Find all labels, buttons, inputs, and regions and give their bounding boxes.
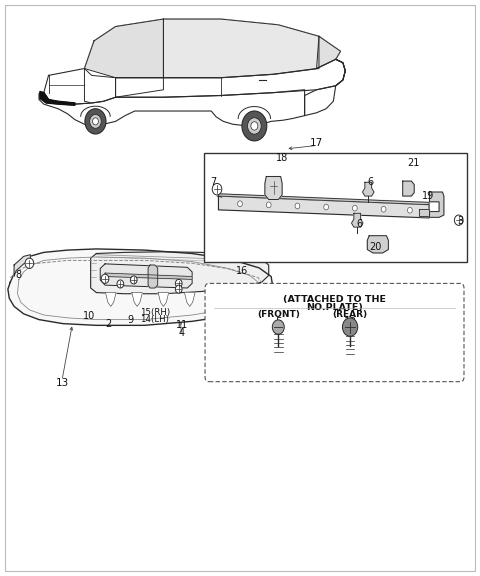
Circle shape (25, 258, 34, 268)
Polygon shape (105, 273, 192, 279)
FancyBboxPatch shape (204, 153, 468, 262)
Circle shape (324, 204, 328, 210)
Polygon shape (8, 249, 273, 325)
Circle shape (242, 111, 267, 141)
Circle shape (342, 318, 358, 336)
Text: 16: 16 (236, 266, 248, 276)
Circle shape (272, 320, 284, 334)
Circle shape (90, 115, 101, 128)
Polygon shape (84, 19, 340, 78)
Text: 4: 4 (179, 328, 185, 338)
Text: NO.PLATE): NO.PLATE) (306, 303, 363, 312)
Polygon shape (218, 196, 429, 218)
Text: 7: 7 (210, 177, 216, 187)
Circle shape (251, 122, 258, 130)
Text: 2: 2 (105, 319, 111, 329)
Circle shape (131, 276, 137, 284)
Circle shape (175, 279, 182, 287)
Polygon shape (163, 19, 319, 78)
Text: 13: 13 (55, 378, 69, 388)
Polygon shape (305, 59, 345, 116)
Polygon shape (84, 19, 163, 78)
Text: 17: 17 (310, 138, 323, 148)
Circle shape (295, 203, 300, 209)
Text: 11: 11 (176, 320, 188, 330)
Circle shape (93, 118, 98, 125)
Circle shape (101, 274, 109, 283)
Text: 9: 9 (128, 314, 134, 325)
Polygon shape (44, 69, 116, 104)
Text: 14(LH): 14(LH) (140, 315, 169, 324)
Text: 6: 6 (356, 219, 362, 229)
Circle shape (381, 206, 386, 212)
Polygon shape (14, 255, 30, 276)
Polygon shape (148, 265, 157, 288)
Polygon shape (362, 182, 374, 196)
Text: (ATTACHED TO THE: (ATTACHED TO THE (283, 295, 386, 305)
Text: 3: 3 (457, 217, 463, 226)
Circle shape (238, 201, 242, 207)
Circle shape (212, 183, 222, 195)
Polygon shape (367, 236, 388, 253)
Polygon shape (132, 293, 143, 306)
Circle shape (455, 215, 463, 225)
Text: 20: 20 (369, 241, 381, 252)
Polygon shape (39, 90, 305, 126)
Polygon shape (420, 209, 429, 216)
Circle shape (408, 207, 412, 213)
Polygon shape (317, 36, 340, 69)
Text: 6: 6 (367, 177, 373, 187)
Circle shape (266, 202, 271, 208)
Polygon shape (40, 92, 75, 105)
Text: 5: 5 (275, 317, 282, 327)
Text: 10: 10 (83, 310, 96, 321)
Polygon shape (351, 213, 363, 227)
Text: 19: 19 (422, 191, 434, 201)
Polygon shape (100, 264, 192, 288)
Polygon shape (218, 194, 429, 204)
Polygon shape (116, 59, 345, 97)
Text: 12: 12 (344, 317, 357, 327)
Circle shape (352, 205, 357, 211)
Polygon shape (158, 293, 168, 306)
Polygon shape (265, 176, 282, 199)
Text: 15(RH): 15(RH) (140, 308, 170, 317)
Text: 18: 18 (276, 153, 288, 163)
Text: 21: 21 (407, 158, 420, 168)
Polygon shape (430, 192, 444, 217)
Polygon shape (84, 69, 163, 103)
Circle shape (117, 280, 124, 288)
Polygon shape (91, 252, 269, 294)
Polygon shape (403, 181, 414, 196)
Text: (REAR): (REAR) (333, 310, 368, 319)
Polygon shape (235, 293, 245, 306)
FancyBboxPatch shape (205, 283, 464, 382)
Text: 8: 8 (16, 270, 22, 281)
Text: (FRONT): (FRONT) (257, 310, 300, 319)
Circle shape (85, 109, 106, 134)
Circle shape (175, 285, 182, 293)
Polygon shape (184, 293, 195, 306)
Polygon shape (211, 293, 221, 306)
Polygon shape (106, 293, 116, 306)
Circle shape (248, 118, 261, 134)
